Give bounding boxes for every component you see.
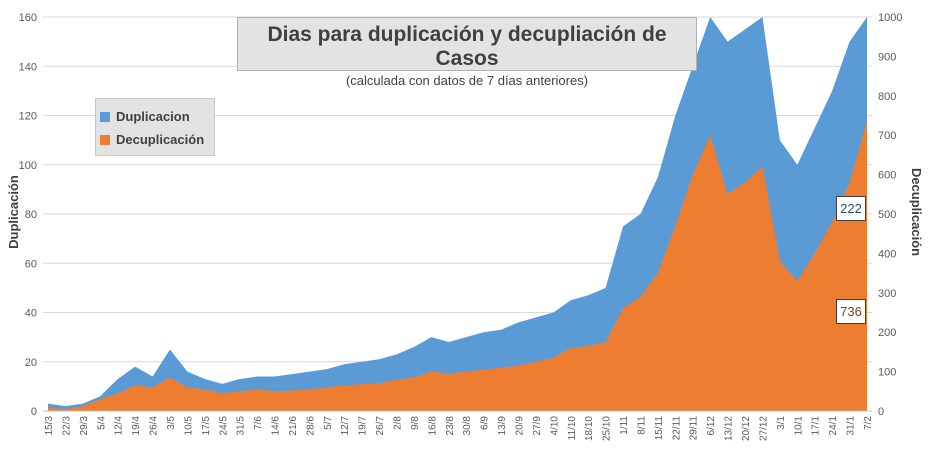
y-axis-left-ticks: 0 20 40 60 80 100 120 140 160 [19,12,37,418]
x-tick-label: 17/1 [811,416,822,436]
y-tick-label-left: 120 [19,111,37,123]
x-tick-label: 18/10 [584,416,595,441]
data-label-decuplicacion-last: 736 [836,299,866,324]
y-tick-label-right: 1000 [878,12,902,24]
x-tick-label: 3/5 [166,416,177,430]
y-axis-right-ticks: 0 100 200 300 400 500 600 700 800 900 1000 [878,12,902,418]
series-areas [48,17,867,412]
x-tick-label: 15/11 [654,416,665,441]
y-tick-label-left: 160 [19,12,37,24]
x-tick-label: 7/6 [253,416,264,430]
legend-item-duplicacion: Duplicacion [100,105,210,128]
x-tick-label: 22/3 [61,416,72,436]
y-tick-label-right: 300 [878,288,896,300]
chart-title-box: Dias para duplicación y decupliación de … [237,17,697,88]
x-tick-label: 3/1 [776,416,787,430]
y-tick-label-left: 100 [19,160,37,172]
legend-item-decuplicacion: Decuplicación [100,128,210,151]
x-tick-label: 7/2 [863,416,874,430]
y-tick-label-left: 40 [25,308,37,320]
y-axis-right-title: Decuplicación [909,168,924,256]
y-tick-label-right: 900 [878,51,896,63]
chart-subtitle: (calculada con datos de 7 días anteriore… [345,73,589,88]
x-tick-label: 23/8 [445,416,456,436]
x-tick-label: 9/8 [410,416,421,430]
chart-title: Dias para duplicación y decupliación de … [267,23,667,70]
x-tick-label: 26/7 [375,416,386,436]
x-tick-label: 21/6 [288,416,299,436]
x-tick-label: 26/4 [149,416,160,436]
x-tick-label: 28/6 [305,416,316,436]
y-tick-label-left: 0 [31,406,37,418]
y-tick-label-right: 800 [878,91,896,103]
legend: Duplicacion Decuplicación [95,98,215,156]
x-tick-label: 31/5 [236,416,247,436]
x-tick-label: 22/11 [671,416,682,441]
x-tick-label: 5/7 [323,416,334,430]
y-tick-label-right: 200 [878,327,896,339]
series-area-decuplicacion [48,121,867,412]
x-tick-label: 27/12 [758,416,769,441]
x-tick-label: 24/5 [218,416,229,436]
y-axis-left-title: Duplicación [6,175,21,249]
y-tick-label-right: 0 [878,406,884,418]
x-tick-label: 14/6 [271,416,282,436]
x-tick-label: 24/1 [828,416,839,436]
x-tick-label: 10/5 [183,416,194,436]
y-tick-label-left: 60 [25,258,37,270]
x-tick-label: 4/10 [549,416,560,436]
x-tick-label: 12/4 [114,416,125,436]
x-tick-label: 15/3 [44,416,55,436]
x-tick-label: 30/8 [462,416,473,436]
x-tick-label: 12/7 [340,416,351,436]
data-label-duplicacion-last: 222 [836,196,866,221]
x-tick-label: 31/1 [846,416,857,436]
y-tick-label-right: 400 [878,248,896,260]
x-tick-label: 10/1 [793,416,804,436]
y-tick-label-right: 600 [878,170,896,182]
x-tick-label: 17/5 [201,416,212,436]
x-tick-label: 19/7 [358,416,369,436]
y-tick-label-left: 80 [25,209,37,221]
y-tick-label-right: 500 [878,209,896,221]
x-tick-label: 6/9 [480,416,491,430]
x-tick-label: 29/3 [79,416,90,436]
y-tick-label-left: 20 [25,357,37,369]
x-tick-label: 19/4 [131,416,142,436]
legend-swatch-duplicacion [100,111,110,122]
y-tick-label-right: 100 [878,367,896,379]
x-tick-label: 20/12 [741,416,752,441]
x-tick-label: 27/9 [532,416,543,436]
y-tick-label-left: 140 [19,61,37,73]
x-tick-label: 16/8 [427,416,438,436]
x-tick-label: 13/9 [497,416,508,436]
legend-label-decuplicacion: Decuplicación [116,132,205,147]
legend-swatch-decuplicacion [100,134,110,145]
x-tick-label: 2/8 [393,416,404,430]
x-tick-label: 8/11 [636,416,647,435]
y-tick-label-right: 700 [878,130,896,142]
x-tick-label: 6/12 [706,416,717,436]
x-tick-label: 20/9 [514,416,525,436]
x-tick-label: 1/11 [619,416,630,435]
x-tick-label: 13/12 [724,416,735,441]
x-tick-label: 25/10 [602,416,613,441]
x-tick-label: 5/4 [96,416,107,430]
x-tick-label: 29/11 [689,416,700,441]
x-tick-label: 11/10 [567,416,578,441]
x-axis-ticks: 15/3 22/3 29/3 5/4 12/4 19/4 26/4 3/5 10/5 17/5 24… [43,410,874,441]
legend-label-duplicacion: Duplicacion [116,109,190,124]
